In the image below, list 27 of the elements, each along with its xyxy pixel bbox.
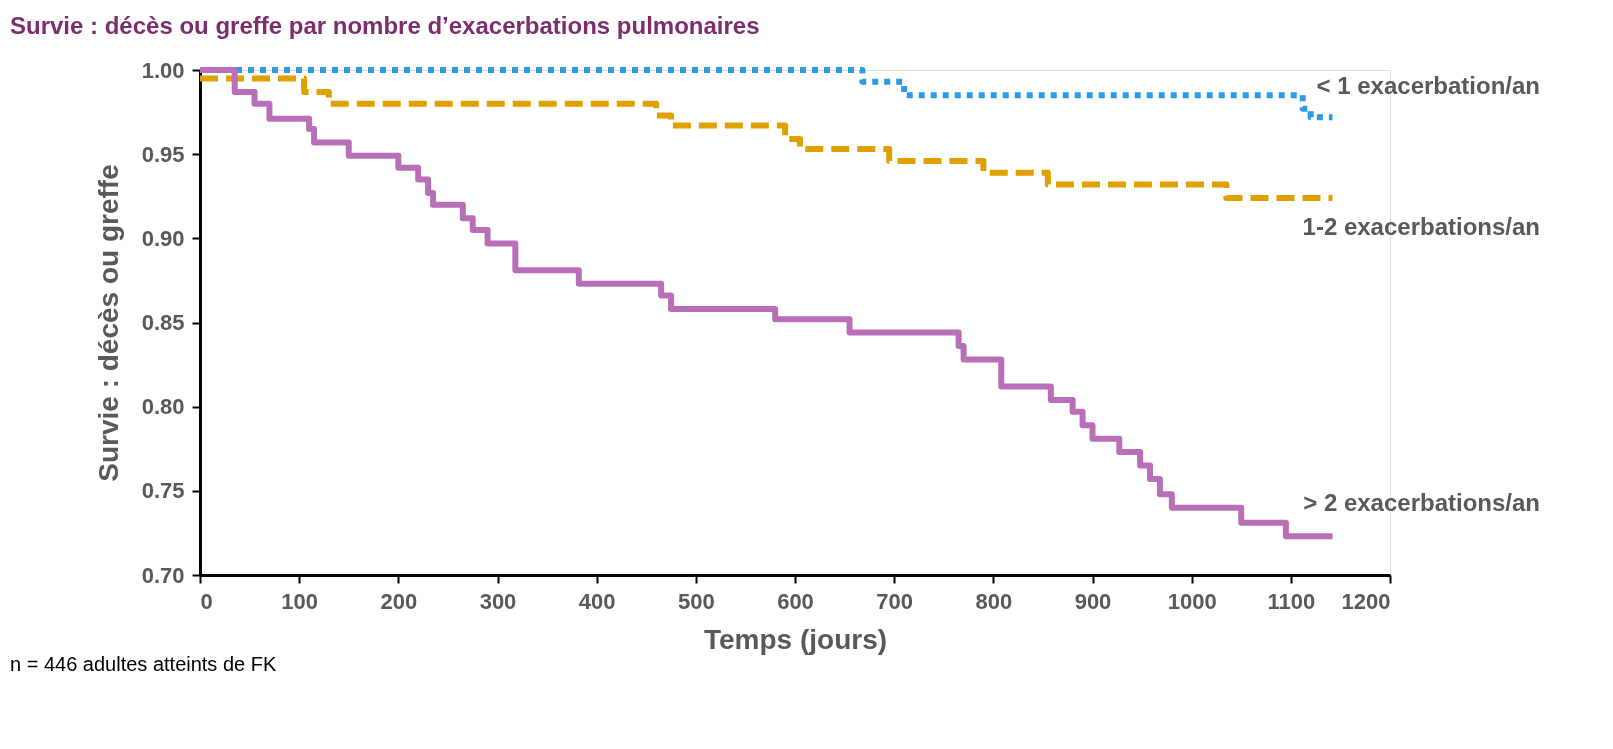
x-tick-label: 1100 xyxy=(1267,588,1316,614)
series-label: < 1 exacerbation/an xyxy=(1316,72,1540,100)
x-tick-label: 1200 xyxy=(1341,588,1391,614)
x-tick-label: 200 xyxy=(380,588,418,614)
y-tick-label: 0.90 xyxy=(141,225,185,251)
y-tick-label: 0.80 xyxy=(141,394,185,420)
chart-title: Survie : décès ou greffe par nombre d’exacerbations pulmonaires xyxy=(10,12,760,39)
series-label: 1-2 exacerbations/an xyxy=(1302,212,1540,240)
x-tick-label: 700 xyxy=(876,588,914,614)
y-axis-title: Survie : décès ou greffe xyxy=(92,164,124,482)
x-tick-label: 900 xyxy=(1074,588,1112,614)
x-tick-label: 800 xyxy=(975,588,1013,614)
y-tick-label: 0.70 xyxy=(141,562,185,588)
text: n = 446 adultes atteints de FK xyxy=(10,653,277,675)
x-tick-label: 600 xyxy=(777,588,814,614)
y-tick-label: 0.75 xyxy=(141,478,185,504)
x-tick-label: 400 xyxy=(578,588,616,614)
x-axis-title: Temps (jours) xyxy=(703,623,888,655)
y-tick-label: 0.85 xyxy=(141,310,185,335)
x-tick-label: 0 xyxy=(200,588,213,614)
x-tick-label: 300 xyxy=(479,588,517,614)
x-tick-label: 100 xyxy=(281,588,319,614)
x-tick-label: 1000 xyxy=(1167,588,1217,614)
x-tick-label: 500 xyxy=(677,588,715,614)
series-label: > 2 exacerbations/an xyxy=(1303,489,1540,517)
y-tick-label: 1.00 xyxy=(141,57,185,83)
y-tick-label: 0.95 xyxy=(141,141,185,167)
